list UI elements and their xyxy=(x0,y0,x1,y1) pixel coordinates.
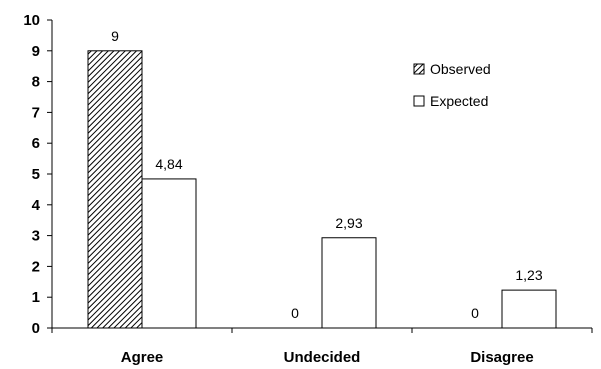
y-tick-label: 1 xyxy=(32,289,40,306)
legend: Observed Expected xyxy=(413,61,491,109)
bar-expected xyxy=(501,289,557,329)
y-tick-label: 0 xyxy=(32,320,40,337)
legend-label-observed: Observed xyxy=(430,61,491,77)
y-tick-label: 8 xyxy=(32,74,40,91)
legend-swatch-expected xyxy=(413,95,425,107)
data-label-observed: 0 xyxy=(471,305,479,321)
y-tick-label: 6 xyxy=(32,135,40,152)
axes: 0 1 2 3 4 5 6 7 8 9 10 Agree Undecided Disagree xyxy=(23,12,593,366)
y-tick-label: 5 xyxy=(32,166,40,183)
y-tick-label: 10 xyxy=(23,12,40,29)
y-tick-label: 3 xyxy=(32,228,40,245)
y-tick-label: 4 xyxy=(32,197,41,214)
bar-expected xyxy=(321,237,377,329)
y-tick-label: 7 xyxy=(32,104,40,121)
data-labels: 9 4,84 0 2,93 0 1,23 xyxy=(111,28,543,321)
category-label: Disagree xyxy=(470,349,533,366)
bars xyxy=(87,50,557,329)
data-label-expected: 1,23 xyxy=(515,267,542,283)
category-label: Agree xyxy=(121,349,164,366)
category-label: Undecided xyxy=(284,349,361,366)
legend-label-expected: Expected xyxy=(430,93,488,109)
data-label-observed: 0 xyxy=(291,305,299,321)
y-tick-label: 9 xyxy=(32,43,40,60)
data-label-expected: 2,93 xyxy=(335,215,362,231)
bar-expected xyxy=(141,178,197,329)
y-tick-label: 2 xyxy=(32,258,40,275)
data-label-observed: 9 xyxy=(111,28,119,44)
bar-observed xyxy=(87,50,143,329)
legend-swatch-observed xyxy=(413,63,425,75)
data-label-expected: 4,84 xyxy=(155,156,182,172)
